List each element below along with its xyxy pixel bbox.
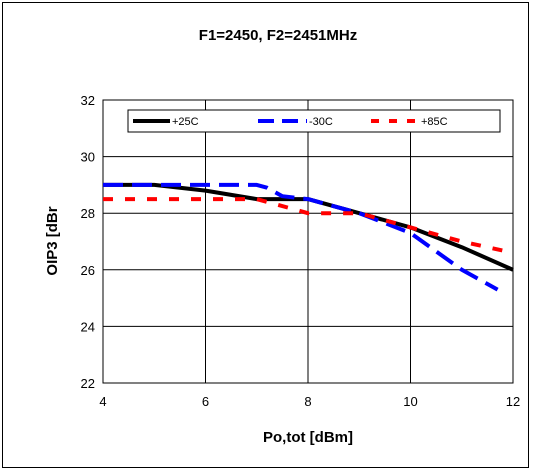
y-tick-label: 22 (81, 376, 95, 391)
x-tick-label: 4 (99, 394, 106, 409)
gridlines (103, 100, 513, 383)
legend-label-0: +25C (172, 116, 199, 128)
y-axis-label: OIP3 [dBr (44, 206, 61, 275)
y-tick-label: 24 (81, 319, 95, 334)
series-line-1 (103, 182, 499, 292)
chart-title: F1=2450, F2=2451MHz (199, 27, 357, 44)
x-tick-label: 10 (403, 394, 417, 409)
x-tick-label: 12 (506, 394, 520, 409)
legend-box (127, 109, 501, 133)
legend: +25C -30C +85C (127, 109, 501, 133)
x-tick-label: 6 (202, 394, 209, 409)
legend-label-1: -30C (309, 116, 333, 128)
y-tick-label: 30 (81, 150, 95, 165)
series-lines (103, 182, 514, 292)
y-tick-labels: 22 24 26 28 30 32 (81, 93, 95, 391)
series-line-2 (103, 197, 514, 255)
x-tick-label: 8 (304, 394, 311, 409)
y-tick-label: 28 (81, 206, 95, 221)
y-tick-label: 32 (81, 93, 95, 108)
y-tick-label: 26 (81, 263, 95, 278)
x-axis-label: Po,tot [dBm] (263, 429, 353, 446)
x-tick-labels: 4 6 8 10 12 (99, 394, 520, 409)
legend-label-2: +85C (421, 116, 448, 128)
